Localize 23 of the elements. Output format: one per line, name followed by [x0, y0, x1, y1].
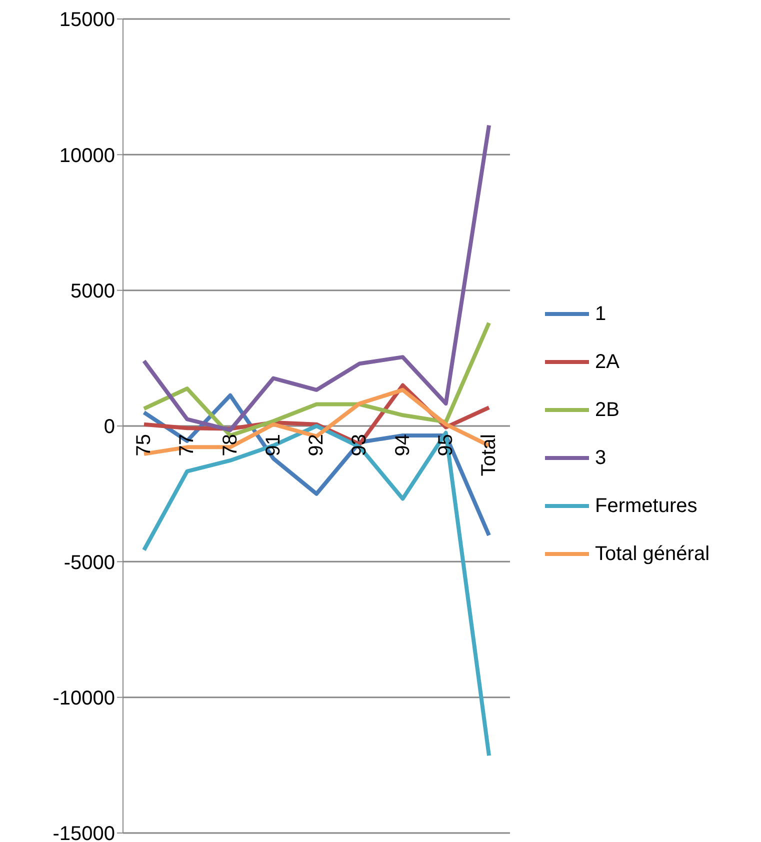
x-tick-label: 92 [306, 434, 328, 456]
y-tick-label: 10000 [59, 144, 115, 167]
y-tick-label: -15000 [52, 823, 115, 842]
y-tick-label: 0 [104, 416, 115, 438]
line-series [142, 123, 491, 432]
legend-label: 3 [595, 446, 606, 470]
y-tick-label: -10000 [52, 687, 115, 710]
x-tick-label: Total [478, 434, 500, 476]
y-tick-label: -5000 [64, 552, 115, 574]
x-tick-label: 91 [262, 434, 284, 456]
x-tick-label: 78 [219, 434, 242, 456]
legend-label: 2B [595, 398, 620, 422]
legend-label: 2A [595, 350, 620, 374]
x-tick-label: 94 [392, 434, 414, 456]
x-tick-label: 95 [434, 434, 457, 456]
legend-label: Total général [595, 542, 710, 566]
legend-label: 1 [595, 302, 606, 326]
x-tick-label: 77 [176, 434, 198, 456]
x-tick-label: 75 [133, 434, 155, 456]
y-tick-label: 5000 [70, 280, 115, 302]
y-tick-label: 15000 [59, 9, 115, 32]
legend-label: Fermetures [595, 494, 698, 518]
x-tick-label: 93 [348, 434, 371, 456]
